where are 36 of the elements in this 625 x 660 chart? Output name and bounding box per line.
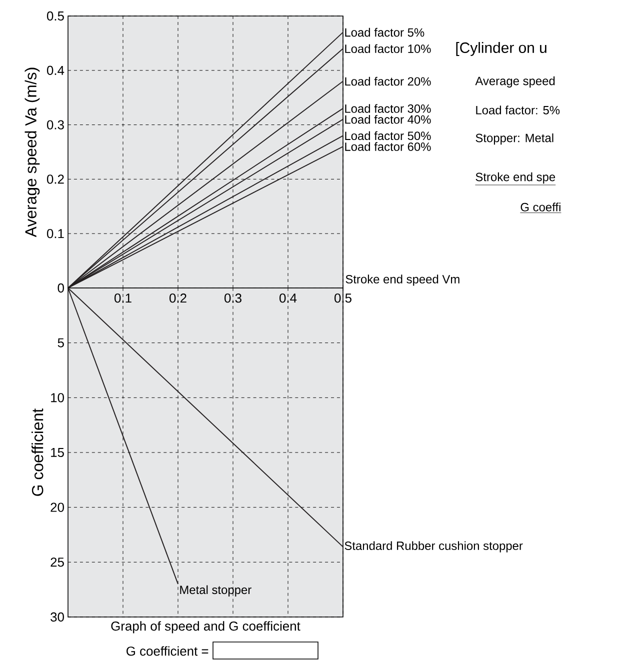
series-label: Load factor 5%	[345, 28, 424, 37]
y-axis-title: Average speed Va (m/s)	[24, 68, 40, 238]
series-label: Load factor 50%	[345, 131, 431, 140]
x-tick-label: 0.4	[279, 294, 297, 303]
text: Stopper: Metal	[476, 133, 554, 145]
series-label: Load factor 60%	[345, 142, 431, 151]
text: Stroke end spe	[476, 172, 556, 184]
series-label: Load factor 40%	[345, 114, 431, 124]
series-label: Standard Rubber cushion stopper	[344, 541, 523, 552]
y-tick-label: 0	[58, 283, 64, 293]
y-tick-label: 15	[51, 448, 64, 458]
series-label: Load factor 20%	[345, 76, 431, 86]
y-axis-title: G coefficient	[32, 408, 44, 496]
y-tick-label: 0.4	[46, 66, 64, 75]
text: [Cylinder on u	[456, 42, 546, 56]
x-tick-label: 0.3	[224, 294, 242, 303]
y-tick-label: 0.1	[46, 229, 64, 238]
series-label: Load factor 30%	[345, 104, 431, 113]
x-axis-title: Stroke end speed Vm	[346, 274, 460, 286]
y-tick-label: 0.3	[46, 120, 64, 130]
text: G coefficient =	[126, 646, 208, 656]
x-tick-label: 0.2	[169, 294, 186, 303]
y-tick-label: 0.2	[46, 174, 64, 184]
text: Average speed	[475, 76, 555, 88]
x-axis-title: Graph of speed and G coefficient	[111, 621, 300, 634]
y-tick-label: 0.5	[46, 11, 64, 21]
text: Load factor: 5%	[476, 106, 560, 114]
y-tick-label: 5	[58, 338, 64, 348]
y-tick-label: 25	[50, 558, 64, 567]
y-tick-label: 10	[51, 393, 64, 402]
y-tick-label: 30	[50, 612, 64, 622]
x-tick-label: 0.1	[114, 294, 132, 303]
text: G coeffi	[520, 202, 560, 212]
series-label: Load factor 10%	[345, 44, 431, 54]
y-tick-label: 20	[50, 502, 64, 512]
series-label: Metal stopper	[180, 585, 252, 596]
